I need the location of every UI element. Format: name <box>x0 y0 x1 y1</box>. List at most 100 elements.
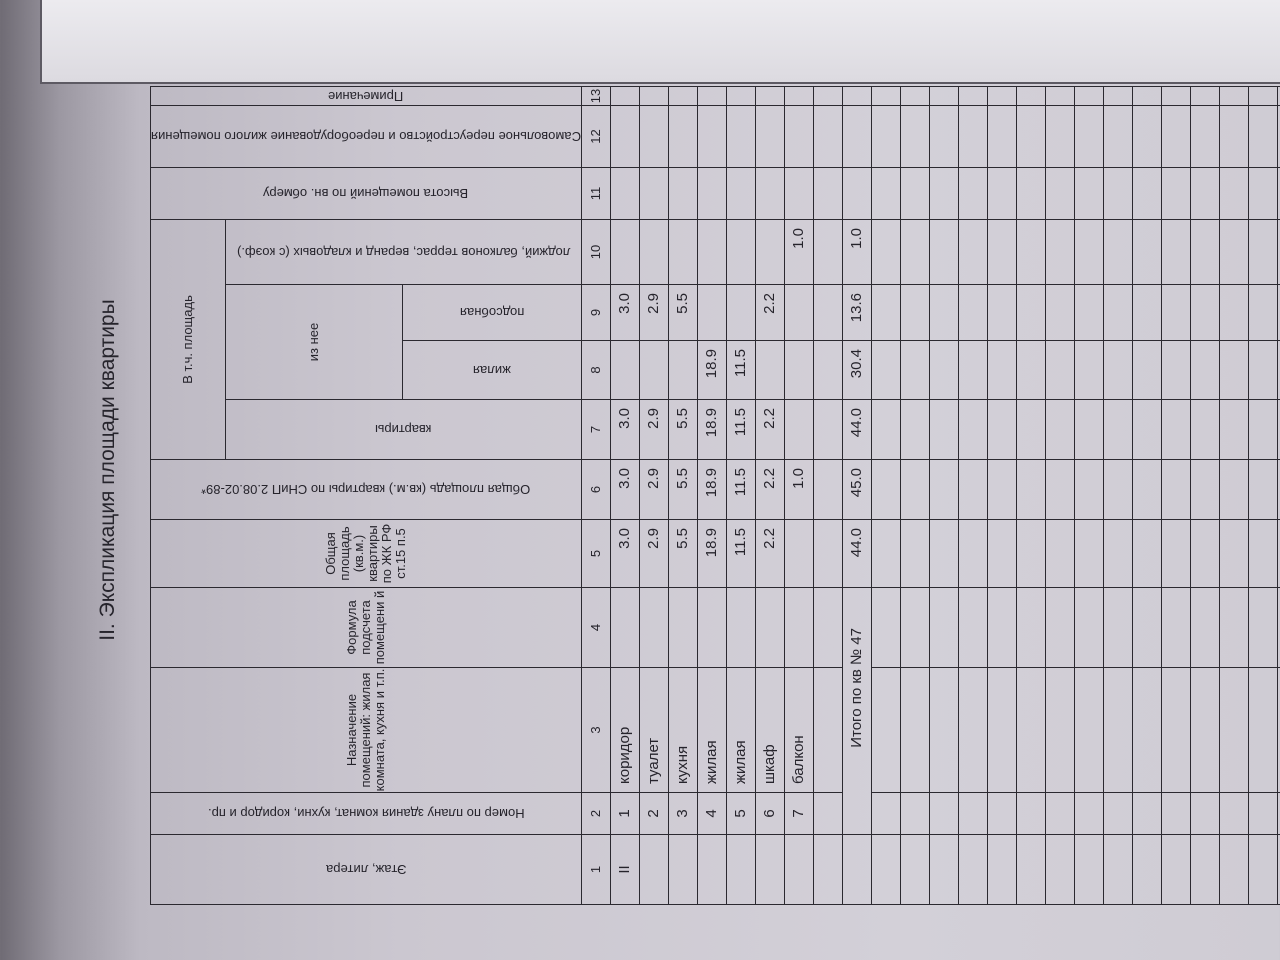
table-cell <box>668 834 698 905</box>
table-cell <box>1132 459 1162 520</box>
table-cell <box>1074 834 1104 905</box>
table-cell <box>929 792 959 835</box>
table-cell <box>610 219 640 285</box>
table-cell: шкаф <box>755 667 785 793</box>
table-cell: 7 <box>784 792 814 835</box>
table-cell <box>958 399 988 460</box>
table-cell <box>813 667 843 793</box>
table-cell <box>900 340 930 400</box>
table-cell <box>1045 459 1075 520</box>
table-cell <box>668 105 698 168</box>
table-row-empty <box>1161 86 1191 905</box>
table-cell <box>929 399 959 460</box>
table-cell <box>1190 834 1220 905</box>
table-cell <box>1161 399 1191 460</box>
table-cell <box>726 86 756 106</box>
table-cell <box>697 105 727 168</box>
header-room-purpose: Назначение помещений: жилая комната, кух… <box>150 667 582 793</box>
total-cell <box>842 86 872 106</box>
table-cell: 2.9 <box>639 284 669 341</box>
table-cell: туалет <box>639 667 669 793</box>
table-cell <box>958 459 988 520</box>
header-living: жилая <box>402 340 582 400</box>
table-cell: 2.2 <box>755 459 785 520</box>
table-cell <box>958 587 988 668</box>
table-cell <box>1219 834 1249 905</box>
table-cell <box>668 86 698 106</box>
table-cell <box>1161 587 1191 668</box>
table-cell: 2.9 <box>639 399 669 460</box>
table-cell <box>1132 792 1162 835</box>
table-cell <box>1074 587 1104 668</box>
table-cell <box>1016 399 1046 460</box>
table-cell <box>1161 86 1191 106</box>
table-cell <box>1219 340 1249 400</box>
header-apartment: квартиры <box>225 399 582 460</box>
table-cell <box>1132 340 1162 400</box>
table-cell <box>1132 86 1162 106</box>
table-cell <box>929 86 959 106</box>
table-row: 6 шкаф 2.2 2.2 2.2 2.2 <box>755 86 785 905</box>
table-cell: 2.2 <box>755 519 785 588</box>
table-cell <box>871 86 901 106</box>
table-cell <box>1219 284 1249 341</box>
table-cell <box>1074 219 1104 285</box>
table-cell <box>1132 284 1162 341</box>
table-cell <box>1161 340 1191 400</box>
table-cell: 11.5 <box>726 519 756 588</box>
table-cell <box>1190 587 1220 668</box>
header-loggias: лоджий, балконов террас, веранд и кладов… <box>225 219 582 285</box>
table-row: 2 туалет 2.9 2.9 2.9 2.9 <box>639 86 669 905</box>
table-cell <box>1161 667 1191 793</box>
table-cell <box>1103 459 1133 520</box>
table-cell: 3 <box>668 792 698 835</box>
header-group-including: В т.ч. площадь <box>150 219 226 460</box>
table-cell <box>900 219 930 285</box>
table-cell <box>1103 105 1133 168</box>
table-cell <box>726 587 756 668</box>
table-cell <box>842 834 872 905</box>
table-cell <box>1248 834 1278 905</box>
table-cell <box>755 340 785 400</box>
table-cell <box>639 340 669 400</box>
table-cell <box>1190 284 1220 341</box>
table-cell <box>958 340 988 400</box>
table-cell <box>1045 792 1075 835</box>
table-cell <box>784 86 814 106</box>
table-cell <box>1074 340 1104 400</box>
table-cell <box>958 105 988 168</box>
table-cell <box>1248 284 1278 341</box>
table-cell <box>929 105 959 168</box>
header-unauthorized: Самовольное переустройство и переоборудо… <box>150 105 582 168</box>
table-cell <box>1103 399 1133 460</box>
table-cell <box>929 284 959 341</box>
table-cell <box>987 399 1017 460</box>
table-cell <box>987 167 1017 220</box>
table-cell <box>1219 519 1249 588</box>
table-cell: 2.2 <box>755 399 785 460</box>
table-cell <box>813 105 843 168</box>
table-cell <box>1045 340 1075 400</box>
table-cell <box>1132 105 1162 168</box>
table-cell <box>1045 219 1075 285</box>
table-cell <box>1103 167 1133 220</box>
table-cell: жилая <box>697 667 727 793</box>
table-cell <box>1045 105 1075 168</box>
table-cell <box>958 667 988 793</box>
table-row-empty <box>871 86 901 905</box>
table-cell <box>697 834 727 905</box>
table-cell <box>1016 86 1046 106</box>
table-cell <box>784 399 814 460</box>
table-cell <box>1074 399 1104 460</box>
table-row-empty <box>1132 86 1162 905</box>
table-row: 7 балкон 1.0 1.0 <box>784 86 814 905</box>
table-cell <box>639 587 669 668</box>
table-cell <box>755 86 785 106</box>
area-explication-table: Этаж, литера Номер по плану здания комна… <box>150 86 1280 905</box>
table-cell: 18.9 <box>697 519 727 588</box>
document-rotated: II. Экспликация площади квартиры Этаж, л… <box>96 86 1280 905</box>
table-cell <box>813 519 843 588</box>
column-number: 4 <box>581 587 611 668</box>
table-cell <box>900 167 930 220</box>
total-cell: 1.0 <box>842 219 872 285</box>
